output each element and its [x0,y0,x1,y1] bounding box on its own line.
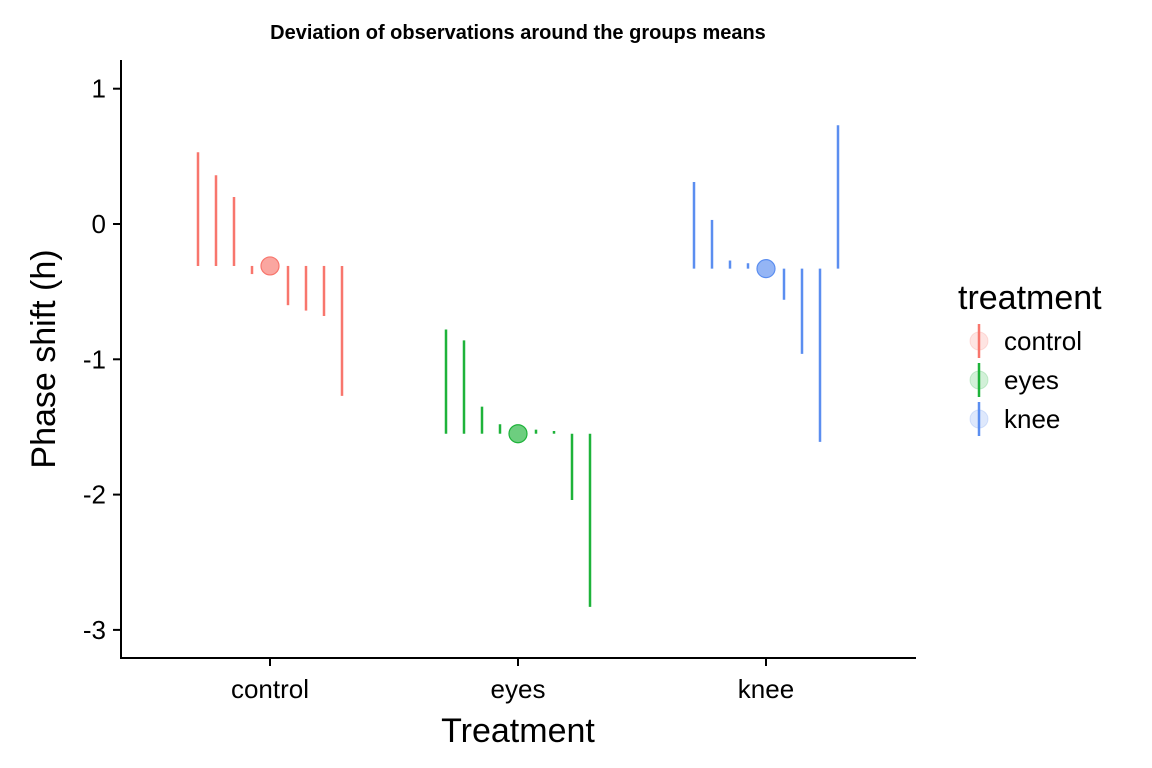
x-axis-title: Treatment [441,712,595,750]
y-axis-ticks: 1 0 -1 -2 -3 [83,74,121,645]
group-mean-point-knee [756,259,776,279]
group-mean-point-eyes [508,424,528,444]
legend-label-control: control [1004,326,1082,356]
x-tick-label: knee [738,674,794,704]
x-tick-label: control [231,674,309,704]
group-mean-point-control [260,256,280,276]
y-tick-label: 0 [92,209,106,239]
y-tick-label: -2 [83,480,106,510]
plot-area [196,125,840,607]
y-tick-label: 1 [92,74,106,104]
y-tick-label: -1 [83,344,106,374]
legend-label-knee: knee [1004,404,1060,434]
legend: treatment control eyes knee [958,279,1102,436]
x-tick-label: eyes [491,674,546,704]
legend-title: treatment [958,279,1102,317]
legend-label-eyes: eyes [1004,365,1059,395]
y-axis-title: Phase shift (h) [25,249,63,468]
y-tick-label: -3 [83,615,106,645]
x-axis-ticks: control eyes knee [231,658,794,704]
chart-title: Deviation of observations around the gro… [270,22,766,44]
